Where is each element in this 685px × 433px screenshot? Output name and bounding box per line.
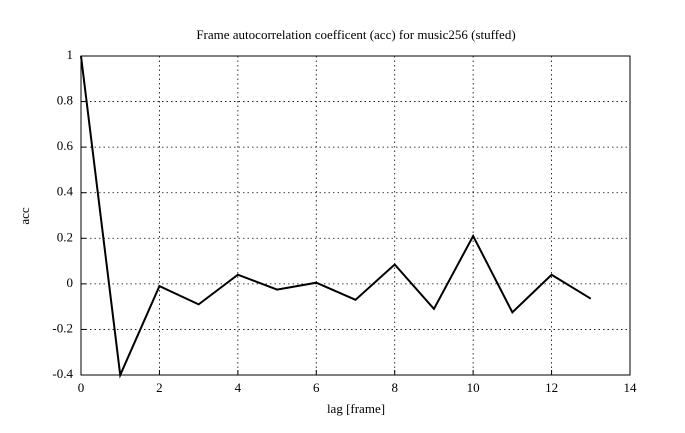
chart-title: Frame autocorrelation coefficent (acc) f… <box>196 27 515 42</box>
y-tick-label: -0.2 <box>52 320 73 335</box>
plot-frame <box>80 55 631 376</box>
x-tick-label: 0 <box>78 380 85 395</box>
y-tick-label: 0.2 <box>57 229 73 244</box>
y-tick-label: 0 <box>67 275 74 290</box>
y-tick-label: 0.4 <box>57 184 74 199</box>
x-tick-label: 12 <box>545 380 558 395</box>
y-tick-label: 0.8 <box>57 93 73 108</box>
y-tick-label: 0.6 <box>57 138 74 153</box>
x-tick-label: 6 <box>313 380 320 395</box>
data-line <box>80 55 592 379</box>
x-tick-label: 4 <box>235 380 242 395</box>
y-axis-label: acc <box>17 207 32 225</box>
x-tick-label: 10 <box>467 380 480 395</box>
x-axis-label: lag [frame] <box>327 401 385 416</box>
y-tick-label: 1 <box>67 47 74 62</box>
x-tick-label: 2 <box>156 380 163 395</box>
y-tick-label: -0.4 <box>52 366 73 381</box>
x-tick-label: 8 <box>391 380 398 395</box>
x-tick-label: 14 <box>624 380 638 395</box>
